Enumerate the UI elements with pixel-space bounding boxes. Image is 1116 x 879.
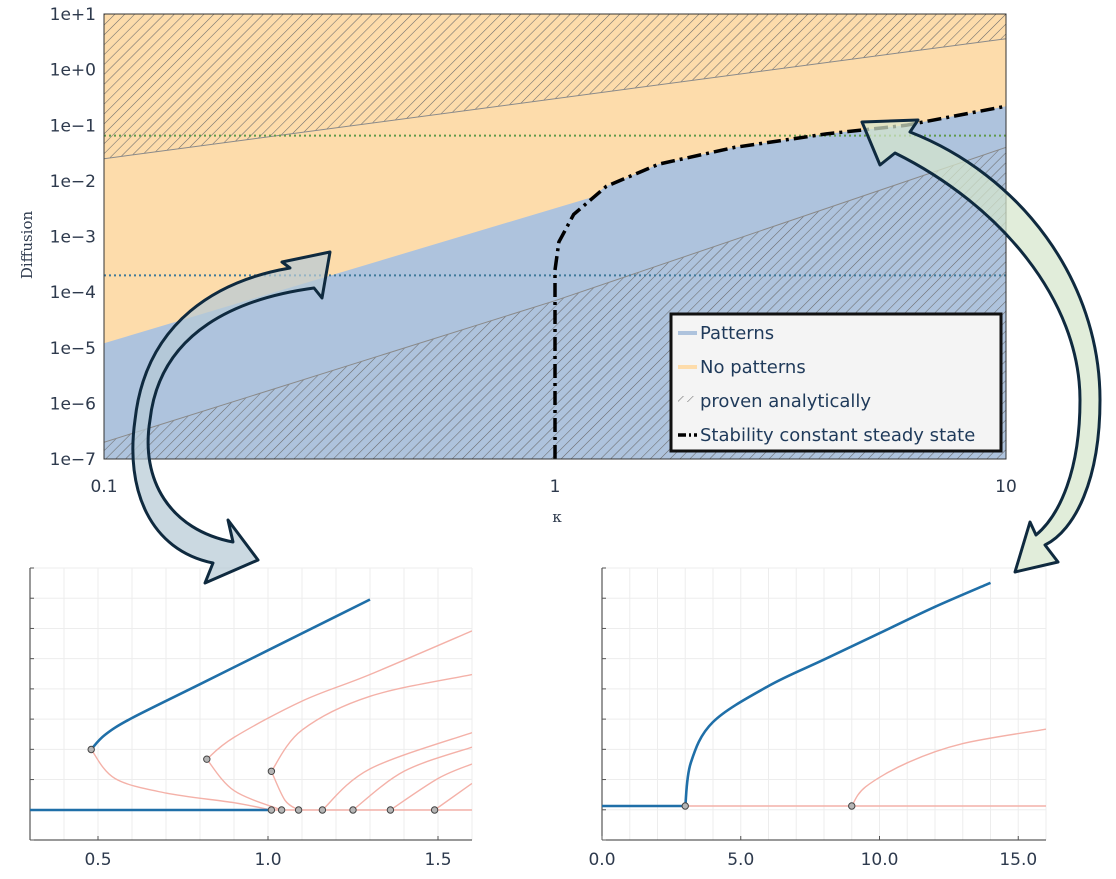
x-tick-label: 0.5 [84, 850, 111, 870]
unstable-branch [352, 746, 472, 811]
y-axis-label: Diffusion [18, 210, 36, 279]
unstable-branch [434, 782, 472, 811]
bifurcation-point [386, 806, 395, 814]
unstable-branch [206, 630, 472, 760]
x-tick-label: 0.1 [90, 477, 117, 497]
legend: Patterns No patterns proven analytically… [669, 312, 1003, 453]
right-bifurcation-points [681, 802, 856, 810]
legend-label-patterns: Patterns [700, 323, 774, 344]
bifurcation-point [848, 802, 856, 810]
bifurcation-point [318, 806, 327, 814]
left-x-tick-labels: 0.5 1.0 1.5 [84, 836, 452, 870]
y-tick-labels: 1e−7 1e−6 1e−5 1e−4 1e−3 1e−2 1e−1 1e+0 1e+1 [50, 5, 96, 470]
bifurcation-point [87, 745, 95, 754]
bifurcation-point [294, 806, 303, 814]
bifurcation-point [277, 806, 286, 814]
bifurcation-plot-right: 0.0 5.0 10.0 15.0 [588, 567, 1047, 870]
legend-box [669, 312, 1003, 453]
x-tick-label: 10.0 [861, 850, 899, 870]
right-y-tick-marks [602, 567, 606, 841]
arrow-right [860, 118, 1102, 574]
main-frame [103, 13, 1007, 460]
phase-diagram: 1e−7 1e−6 1e−5 1e−4 1e−3 1e−2 1e−1 1e+0 1e+1 0.1… [18, 5, 1017, 526]
y-tick-label: 1e−4 [50, 283, 96, 303]
y-tick-label: 1e−5 [50, 339, 96, 359]
stable-branch [684, 581, 992, 807]
unstable-branch [390, 763, 472, 811]
right-x-tick-labels: 0.0 5.0 10.0 15.0 [588, 836, 1037, 870]
legend-swatch-hatch [678, 396, 697, 402]
x-tick-label: 1.5 [424, 850, 451, 870]
lower-hatch-boundary [104, 146, 1006, 443]
y-tick-label: 1e−1 [50, 116, 96, 136]
unstable-branch [321, 731, 472, 811]
legend-label-no-patterns: No patterns [700, 357, 806, 378]
legend-label-stability: Stability constant steady state [700, 425, 975, 446]
x-tick-label: 0.0 [588, 850, 615, 870]
arrow-left [131, 250, 332, 585]
unstable-branch [90, 749, 272, 811]
x-tick-label: 10 [995, 477, 1017, 497]
bifurcation-point [430, 806, 439, 814]
right-branches [602, 581, 1046, 808]
y-tick-label: 1e+1 [50, 5, 96, 25]
y-tick-label: 1e−3 [50, 228, 96, 248]
x-tick-label: 5.0 [727, 850, 754, 870]
y-tick-label: 1e−2 [50, 172, 96, 192]
bifurcation-point [267, 806, 276, 814]
unstable-branch [270, 770, 299, 811]
bifurcation-point [267, 767, 276, 775]
x-tick-label: 15.0 [999, 850, 1037, 870]
y-tick-label: 1e−6 [50, 394, 96, 414]
grid-right [601, 567, 1047, 841]
x-tick-label: 1 [550, 477, 561, 497]
left-bifurcation-points [87, 745, 439, 814]
stable-branch [90, 598, 371, 751]
unstable-branch [206, 758, 282, 811]
left-y-tick-marks [30, 567, 34, 841]
bifurcation-point [349, 806, 357, 814]
x-axis-label: κ [552, 508, 562, 526]
left-branches [30, 598, 472, 812]
x-tick-labels: 0.1 1 10 [90, 477, 1016, 497]
bifurcation-point [681, 802, 689, 810]
unstable-branch [851, 728, 1046, 807]
bifurcation-plot-left: 0.5 1.0 1.5 [29, 567, 473, 870]
bifurcation-point [203, 755, 211, 763]
y-tick-label: 1e+0 [50, 61, 96, 81]
unstable-branch [270, 673, 472, 772]
y-tick-label: 1e−7 [50, 450, 96, 470]
x-tick-label: 1.0 [254, 850, 281, 870]
proven-upper-hatch-region [104, 14, 1006, 160]
legend-label-proven: proven analytically [700, 391, 871, 412]
